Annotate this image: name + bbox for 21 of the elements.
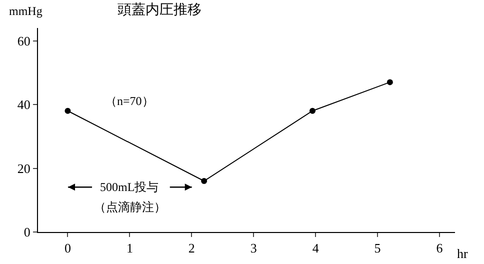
point — [386, 79, 393, 86]
x-tick-label: 3 — [250, 240, 257, 256]
x-tick-label: 0 — [64, 240, 71, 256]
y-tick-label: 60 — [17, 33, 30, 48]
point — [309, 108, 316, 114]
annotation: （n=70） — [105, 94, 154, 108]
x-tick-label: 4 — [312, 240, 320, 256]
x-axis-title: hr — [457, 246, 468, 261]
point — [201, 178, 208, 184]
y-axis-title: mmHg — [9, 4, 42, 18]
x-tick-label: 6 — [436, 240, 444, 256]
point — [64, 108, 71, 114]
annotation: 500mL投与 — [100, 180, 159, 194]
x-tick-label: 2 — [188, 240, 195, 256]
y-tick-label: 40 — [17, 97, 30, 112]
y-tick-label: 0 — [24, 224, 30, 240]
y-tick-label: 20 — [17, 160, 30, 176]
chart-title: 頭蓋内圧推移 — [118, 2, 202, 18]
x-tick-label: 1 — [126, 240, 133, 256]
x-tick-label: 5 — [374, 240, 381, 256]
annotation: （点滴静注） — [94, 200, 166, 214]
